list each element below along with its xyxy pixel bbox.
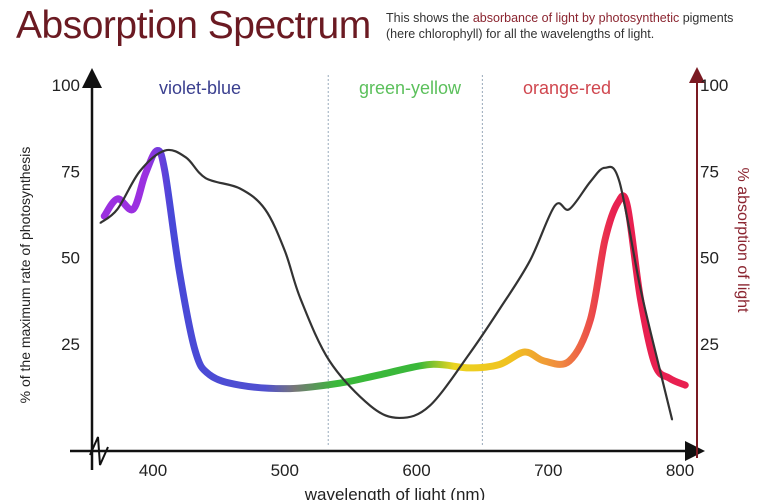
photosynthesis-point [139, 170, 141, 173]
y-tick-label-left: 100 [52, 76, 80, 95]
photosynthesis-point [99, 222, 102, 224]
photosynthesis-point [639, 287, 642, 290]
photosynthesis-rate-line [99, 148, 674, 420]
region-label: violet-blue [159, 78, 241, 98]
photosynthesis-point [283, 249, 286, 252]
photosynthesis-point [568, 208, 571, 210]
axis-break-icon [89, 436, 109, 466]
photosynthesis-point [529, 260, 531, 262]
x-axis-label: wavelength of light (nm) [304, 485, 485, 500]
x-tick-label: 800 [666, 461, 694, 480]
chart-description: This shows the absorbance of light by ph… [386, 10, 758, 42]
y-tick-label-left: 25 [61, 335, 80, 354]
photosynthesis-point [468, 353, 471, 355]
y-tick-label-right: 100 [700, 76, 728, 95]
y-tick-label-right: 25 [700, 335, 719, 354]
y-tick-label-right: 50 [700, 249, 719, 268]
absorption-line [100, 146, 689, 393]
region-label: orange-red [523, 78, 611, 98]
description-highlight: absorbance of light by photosynthetic [472, 11, 680, 25]
photosynthesis-point [299, 298, 302, 300]
y-axis-left-label: % of the maximum rate of photosynthesis [17, 147, 33, 404]
chart-title: Absorption Spectrum [16, 4, 371, 47]
region-label: green-yellow [359, 78, 462, 98]
photosynthesis-point [659, 370, 662, 373]
photosynthesis-point [428, 405, 431, 407]
photosynthesis-point [185, 156, 187, 159]
y-tick-label-right: 75 [700, 162, 719, 181]
photosynthesis-point [204, 177, 207, 179]
photosynthesis-point [264, 208, 266, 210]
photosynthesis-point [164, 149, 166, 152]
x-tick-label: 400 [139, 461, 167, 480]
photosynthesis-point [239, 187, 241, 190]
y-tick-label-left: 75 [61, 162, 80, 181]
photosynthesis-point [369, 405, 372, 407]
x-tick-label: 700 [534, 461, 562, 480]
photosynthesis-point [398, 417, 401, 419]
photosynthesis-point [618, 180, 621, 183]
photosynthesis-point [671, 418, 673, 421]
y-axis-right-label: % absorption of light [734, 168, 751, 314]
description-text: This shows the [386, 11, 473, 25]
y-tick-label-left: 50 [61, 249, 80, 268]
photosynthesis-point [589, 180, 592, 183]
photosynthesis-point [328, 360, 331, 362]
photosynthesis-point [604, 167, 606, 169]
photosynthesis-point [554, 204, 556, 207]
photosynthesis-point [498, 308, 501, 311]
x-tick-label: 600 [402, 461, 430, 480]
photosynthesis-point [116, 208, 119, 210]
description-text-end: pigments (here chlorophyll) for all the … [386, 11, 734, 41]
x-tick-label: 500 [271, 461, 299, 480]
